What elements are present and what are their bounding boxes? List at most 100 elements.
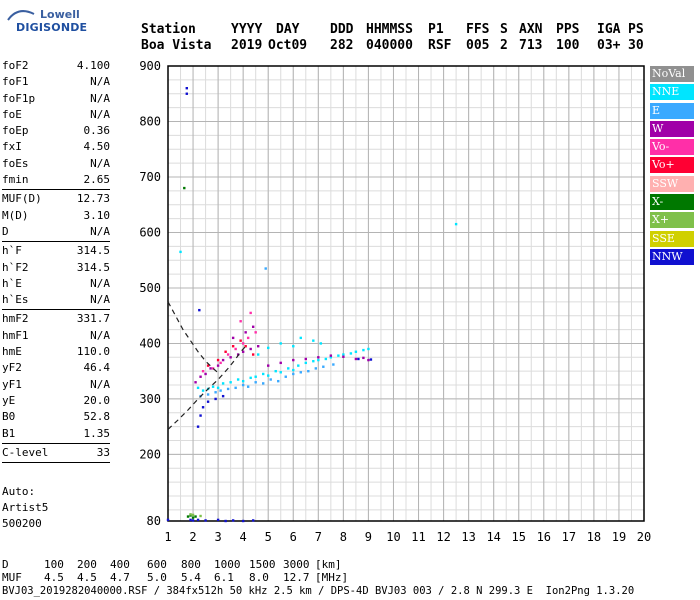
y-tick-label: 400 [139, 336, 161, 350]
data-point-nne [304, 361, 307, 365]
y-tick-label: 800 [139, 114, 161, 128]
data-point-nnw [185, 92, 188, 95]
header-value: 282 [330, 38, 354, 53]
x-tick-label: 12 [436, 530, 450, 544]
parameter-value: 110.0 [76, 345, 110, 359]
parameter-row: hmF1 N/A [2, 328, 110, 344]
parameter-name: yF2 [2, 361, 22, 375]
data-point-w [216, 364, 220, 367]
data-point-nne [319, 342, 323, 345]
data-point-w [367, 358, 370, 362]
data-point-e [254, 381, 257, 384]
parameter-name: yE [2, 393, 16, 407]
header-label: P1 [428, 22, 444, 37]
data-point-x [191, 513, 195, 517]
data-point-w [209, 367, 212, 370]
distance-value: 3000 [283, 558, 310, 571]
data-point-nnw [166, 518, 170, 522]
parameter-divider [2, 189, 110, 191]
data-point-vo [244, 345, 247, 348]
parameter-divider [2, 442, 110, 444]
data-point-nnw [214, 397, 217, 401]
data-point-nne [229, 381, 232, 384]
x-tick-label: 10 [386, 530, 400, 544]
autoscaling-info: Auto: Artist5 500200 [2, 484, 48, 532]
data-point-w [354, 357, 358, 361]
legend-entry: SSW [650, 175, 694, 192]
muf-value: 6.1 [214, 571, 234, 584]
data-point-nne [216, 386, 220, 390]
distance-value: 100 [44, 558, 64, 571]
legend-entry: Vo+ [650, 157, 694, 174]
data-point-e [241, 383, 245, 387]
parameter-row: h`F2 314.5 [2, 260, 110, 276]
distance-value: 800 [181, 558, 201, 571]
data-point-nne [249, 376, 252, 380]
distance-value: [km] [315, 558, 342, 571]
data-point-nne [292, 345, 295, 348]
data-point-w [317, 356, 320, 359]
data-point-nne [236, 378, 240, 381]
parameter-row: foEs N/A [2, 156, 110, 172]
data-point-e [206, 393, 210, 396]
muf-value: 4.5 [77, 571, 97, 584]
data-point-w [304, 357, 307, 361]
y-tick-label: 500 [139, 281, 161, 295]
data-point-nne [196, 386, 200, 390]
parameter-row: B1 1.35 [2, 426, 110, 442]
header-label: PPS [556, 22, 580, 37]
data-point-nnw [196, 425, 200, 428]
data-point-e [269, 378, 272, 381]
data-point-x [186, 515, 190, 518]
parameter-row: hmE 110.0 [2, 344, 110, 360]
parameter-name: foEp [2, 124, 29, 138]
muf-label: MUF [2, 571, 22, 584]
data-point-nne [274, 369, 277, 373]
legend-entry: NNE [650, 84, 694, 101]
data-point-w [362, 356, 365, 360]
muf-value: [MHz] [315, 571, 349, 584]
data-point-w [231, 336, 235, 340]
header-label: AXN [519, 22, 543, 37]
parameter-row: yF2 46.4 [2, 360, 110, 376]
parameter-name: M(D) [2, 208, 29, 222]
ionogram-parameters: foF2 4.100 foF1 N/A foF1p N/A foE N/A foEp 0.36 fx… [2, 58, 110, 464]
muf-value: 8.0 [249, 571, 269, 584]
data-point-w [256, 345, 260, 348]
auto-code: 500200 [2, 517, 42, 530]
data-point-nnw [204, 519, 207, 522]
data-point-nne [342, 353, 345, 356]
parameter-value: 314.5 [76, 244, 110, 258]
data-point-x [194, 515, 197, 518]
x-tick-label: 2 [189, 530, 196, 544]
muf-value: 5.4 [181, 571, 201, 584]
data-point-e [246, 385, 250, 388]
distance-value: 1500 [249, 558, 276, 571]
data-point-e [264, 267, 267, 270]
parameter-value: 2.65 [83, 173, 111, 187]
parameter-value: 314.5 [76, 260, 110, 274]
parameter-value: 46.4 [83, 361, 111, 375]
distance-label: D [2, 558, 9, 571]
distance-value: 600 [147, 558, 167, 571]
data-point-nnw [369, 358, 373, 361]
data-point-e [214, 391, 217, 394]
data-point-nne [297, 364, 300, 367]
data-point-nne [292, 368, 295, 372]
data-point-nnw [199, 414, 202, 417]
header-label: Station [141, 22, 196, 37]
legend-entry: E [650, 102, 694, 119]
trace-curve-upper [167, 301, 219, 374]
x-tick-label: 6 [290, 530, 297, 544]
data-point-e [277, 379, 280, 383]
data-point-vo [251, 353, 255, 356]
parameter-row: MUF(D) 12.73 [2, 191, 110, 207]
parameter-name: MUF(D) [2, 192, 42, 206]
legend-entry: X- [650, 194, 694, 211]
distance-value: 200 [77, 558, 97, 571]
data-point-nne [337, 354, 340, 357]
data-point-nne [287, 367, 290, 370]
parameter-row: fxI 4.50 [2, 139, 110, 155]
data-point-w [204, 372, 207, 376]
